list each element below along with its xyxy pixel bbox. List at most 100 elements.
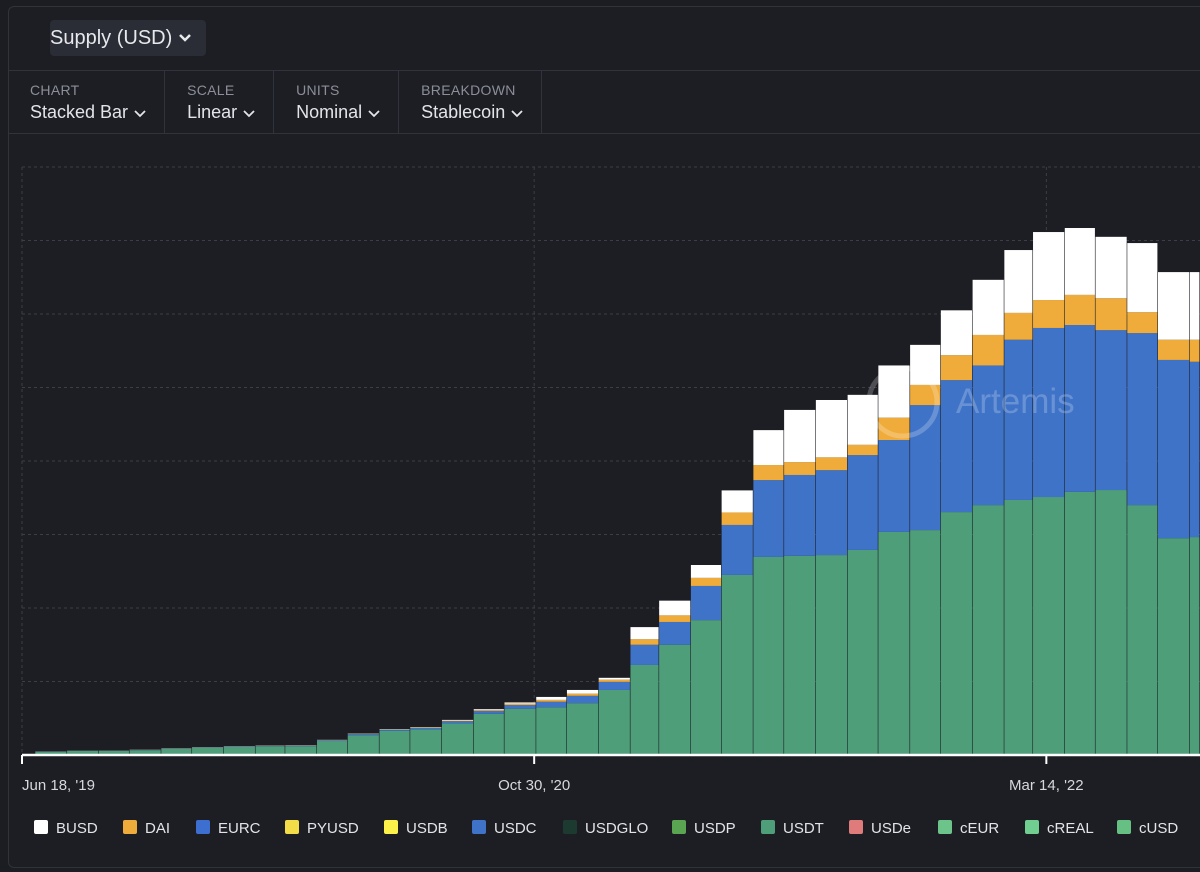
legend-swatch [34,820,48,834]
bar [1064,491,1095,755]
control-value: Stacked Bar [30,102,129,122]
bar [536,707,567,755]
bar [566,695,599,704]
bar [1127,312,1158,334]
bar [1004,312,1033,340]
bar [1004,339,1033,500]
bar [1033,300,1065,328]
bar [192,747,224,755]
bar [784,409,816,463]
bar [753,480,784,557]
bar [504,703,536,706]
bar [1064,228,1095,295]
bar [536,701,567,708]
x-tick-label: Jun 18, '19 [22,777,95,794]
legend-swatch [761,820,775,834]
bar [285,745,317,747]
bar [972,279,1004,335]
bar [878,365,910,418]
bar [473,709,504,711]
legend-label: BUSD [56,820,98,837]
bar [473,713,504,755]
bar [1095,490,1127,755]
bar [910,405,941,531]
legend-swatch [563,820,577,834]
legend-swatch [123,820,137,834]
bar [690,620,722,755]
legend-swatch [1025,820,1039,834]
bar [441,720,474,722]
bar [784,555,816,755]
bar [129,750,161,755]
bar [630,664,659,755]
bar [690,565,722,578]
bar [721,512,753,525]
legend-swatch [672,820,686,834]
legend-swatch [938,820,952,834]
control-label: BREAKDOWN [421,82,516,98]
bar [1127,505,1158,755]
bar [379,729,410,731]
bar [598,677,630,680]
control-value: Stablecoin [421,102,506,122]
bar [878,531,910,755]
legend-label: DAI [145,820,170,837]
bar [815,470,848,556]
bar [1033,497,1065,755]
bar [1158,359,1190,539]
bar [1004,250,1033,313]
legend-swatch [384,820,398,834]
bar [815,399,848,458]
bar [598,679,630,682]
chevron [511,109,523,117]
control[interactable]: CHART Stacked Bar [8,71,166,133]
legend-swatch [849,820,863,834]
bar [504,702,536,704]
legend-label: cEUR [960,820,999,837]
bar [317,741,348,755]
chevron [243,109,255,117]
bar [35,751,67,755]
x-tick-label: Mar 14, '22 [1009,777,1084,794]
bar [972,505,1004,755]
bar [815,555,848,755]
bar [410,729,442,755]
control[interactable]: UNITS Nominal [274,71,400,133]
bar [347,734,379,736]
bar [721,490,753,513]
bar [721,574,753,755]
bar [659,644,691,755]
legend-label: USDe [871,820,911,837]
bar [659,600,691,616]
bar [598,689,630,755]
bar [753,430,784,466]
bar [441,719,474,721]
bar [536,699,567,702]
bar [566,693,599,696]
legend-label: USDP [694,820,736,837]
bar [1158,339,1190,360]
bar [566,703,599,755]
control[interactable]: SCALE Linear [165,71,275,133]
bar [223,746,255,755]
chevron [179,34,192,42]
bar [910,344,941,385]
legend-label: PYUSD [307,820,359,837]
bar [441,721,474,724]
bar [1158,538,1190,755]
chevron [368,109,380,117]
bar [940,380,972,513]
bar [598,681,630,690]
legend-swatch [285,820,299,834]
bar [379,730,410,755]
control-value: Linear [187,102,238,122]
bar [410,727,442,730]
metric-dropdown[interactable]: Supply (USD) [50,20,207,56]
control[interactable]: BREAKDOWN Stablecoin [399,71,543,133]
legend-label: cREAL [1047,820,1094,837]
bar [1189,537,1200,755]
bar [441,723,474,755]
bar [815,457,848,471]
bar [1127,333,1158,506]
